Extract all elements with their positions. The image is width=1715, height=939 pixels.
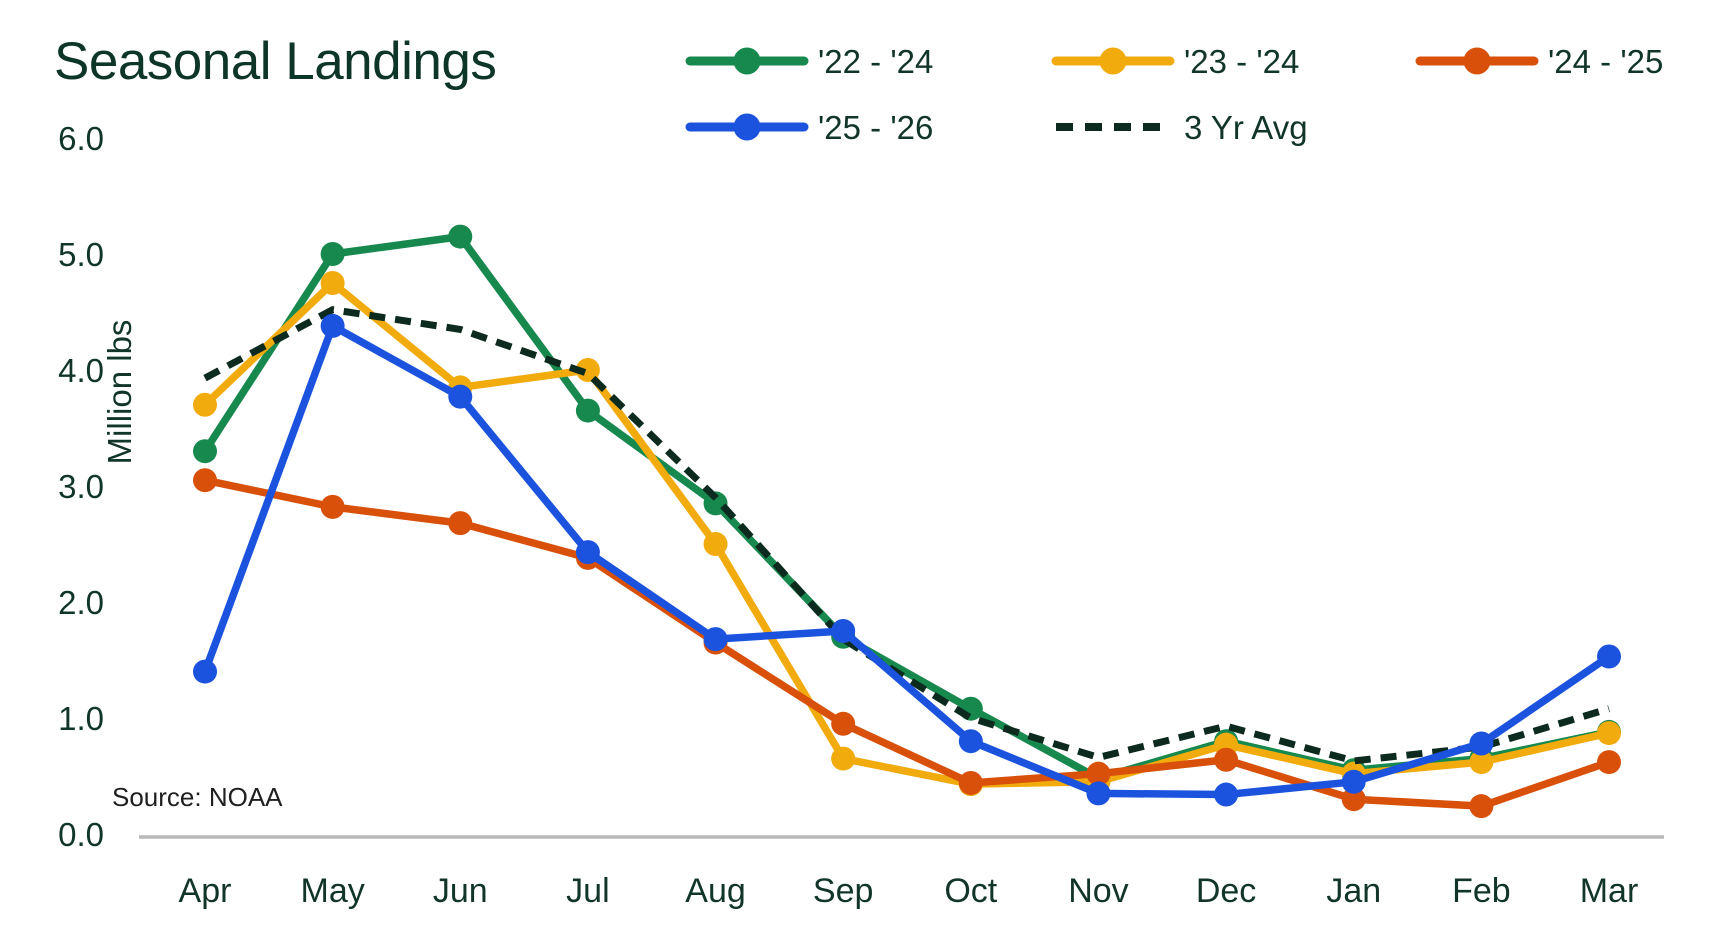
legend-item: '24 - '25 — [1415, 43, 1663, 80]
y-tick-label: 0.0 — [58, 816, 104, 853]
y-axis-ticks: 6.0 5.0 4.0 3.0 2.0 1.0 0.0 — [58, 120, 104, 853]
x-tick-label: Feb — [1452, 872, 1511, 910]
x-axis-ticks: Apr May Jun Jul Aug Sep Oct Nov Dec Jan Feb Mar — [179, 872, 1639, 910]
legend-label: '25 - '26 — [818, 109, 933, 146]
series--24-25 — [193, 468, 1621, 819]
x-tick-label: Dec — [1196, 872, 1256, 910]
series-line — [201, 232, 1613, 783]
data-point — [1469, 750, 1494, 775]
data-point — [1469, 731, 1494, 756]
legend: '22 - '24 '23 - '24 '24 - '25 '25 - '26 3 Yr… — [685, 43, 1663, 146]
data-point — [448, 511, 473, 536]
series-layer — [193, 224, 1621, 819]
data-point — [320, 494, 345, 519]
x-tick-label: May — [301, 872, 365, 910]
series--23-24 — [193, 271, 1621, 797]
data-point — [193, 659, 217, 684]
legend-dot-marker — [1463, 47, 1491, 75]
y-tick-label: 6.0 — [58, 120, 104, 157]
series-3-yr-avg — [203, 306, 1611, 765]
data-point — [958, 770, 983, 795]
data-point — [575, 540, 600, 565]
legend-label: 3 Yr Avg — [1184, 109, 1308, 146]
x-tick-label: Aug — [685, 872, 746, 910]
data-point — [958, 729, 983, 754]
legend-item: '25 - '26 — [685, 109, 933, 146]
legend-label: '23 - '24 — [1184, 43, 1299, 80]
series-line — [201, 322, 1613, 799]
data-point — [448, 384, 473, 409]
data-point — [1214, 747, 1239, 772]
y-tick-label: 5.0 — [58, 236, 104, 273]
data-point — [1341, 787, 1366, 812]
series--22-24 — [193, 224, 1621, 791]
series-line — [201, 279, 1613, 788]
legend-item: 3 Yr Avg — [1056, 109, 1308, 146]
data-point — [1597, 721, 1621, 746]
data-point — [1086, 781, 1111, 806]
x-tick-label: Jan — [1326, 872, 1381, 910]
x-tick-label: Apr — [179, 872, 232, 910]
legend-label: '22 - '24 — [818, 43, 933, 80]
data-point — [193, 468, 217, 493]
x-tick-label: Mar — [1580, 872, 1639, 910]
data-point — [1469, 794, 1494, 819]
legend-dot-marker — [733, 113, 761, 141]
x-tick-label: Nov — [1068, 872, 1128, 910]
data-point — [831, 711, 856, 736]
x-tick-label: Oct — [944, 872, 997, 910]
data-point — [1597, 644, 1621, 669]
page-title: Seasonal Landings — [54, 32, 496, 91]
y-tick-label: 2.0 — [58, 584, 104, 621]
series--25-26 — [193, 313, 1621, 807]
data-point — [193, 392, 217, 417]
source-note: Source: NOAA — [112, 782, 283, 812]
data-point — [448, 224, 473, 249]
data-point — [1086, 761, 1111, 786]
x-tick-label: Jul — [566, 872, 609, 910]
data-point — [1341, 769, 1366, 794]
data-point — [1214, 782, 1239, 807]
data-point — [320, 271, 345, 295]
data-point — [193, 439, 217, 464]
legend-item: '22 - '24 — [685, 43, 933, 80]
x-tick-label: Sep — [813, 872, 874, 910]
y-axis-label: Million lbs — [101, 320, 138, 465]
legend-label: '24 - '25 — [1548, 43, 1663, 80]
legend-dot-marker — [733, 47, 761, 75]
y-tick-label: 3.0 — [58, 468, 104, 505]
y-tick-label: 1.0 — [58, 700, 104, 737]
legend-item: '23 - '24 — [1051, 43, 1299, 80]
data-point — [703, 627, 728, 652]
y-tick-label: 4.0 — [58, 352, 104, 389]
data-point — [831, 746, 856, 771]
avg-line — [203, 306, 1611, 765]
series-line — [201, 476, 1613, 810]
x-tick-label: Jun — [433, 872, 488, 910]
data-point — [320, 313, 345, 338]
legend-dot-marker — [1099, 47, 1127, 75]
data-point — [575, 358, 600, 382]
data-point — [320, 242, 345, 266]
data-point — [703, 532, 728, 556]
data-point — [831, 619, 856, 643]
data-point — [1597, 750, 1621, 775]
data-point — [575, 398, 600, 423]
